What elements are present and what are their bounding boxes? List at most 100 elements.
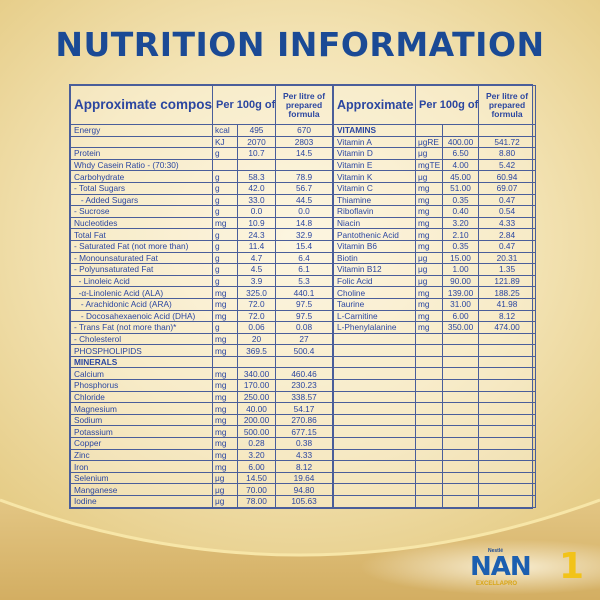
- unit: g: [212, 205, 238, 218]
- nutrient-name: Vitamin E: [333, 158, 417, 172]
- value-per-litre: 230.23: [275, 379, 334, 392]
- unit: mg: [415, 286, 444, 299]
- unit: KJ: [212, 135, 238, 149]
- value-per-100g: 10.9: [236, 216, 277, 230]
- value-per-litre: 440.1: [275, 286, 334, 299]
- table-row: - Added Sugars g 33.0 44.5: [70, 193, 334, 207]
- value-per-litre: 41.98: [478, 297, 537, 311]
- empty-cell: [415, 460, 444, 473]
- empty-cell: [478, 471, 537, 485]
- value-per-100g: [236, 355, 277, 369]
- value-per-litre: 5.42: [478, 158, 537, 172]
- value-per-litre: 14.8: [275, 216, 334, 230]
- table-row: Calcium mg 340.00 460.46: [70, 367, 334, 381]
- table-row: Selenium μg 14.50 19.64: [70, 471, 334, 485]
- empty-row: [333, 402, 537, 415]
- nutrient-name: Vitamin D: [333, 147, 417, 160]
- empty-cell: [333, 332, 417, 346]
- unit: μg: [212, 471, 238, 485]
- nutrient-name: Biotin: [333, 251, 417, 265]
- table-row: Chloride mg 250.00 338.57: [70, 390, 334, 404]
- unit: g: [212, 239, 238, 253]
- nutrient-name: Vitamin C: [333, 181, 417, 195]
- empty-cell: [333, 344, 417, 357]
- value-per-100g: 4.00: [442, 158, 480, 172]
- table-row: - Polyunsaturated Fat g 4.5 6.1: [70, 263, 334, 276]
- brand-sub: EXCELLAPRO: [476, 581, 518, 587]
- value-per-litre: 97.5: [275, 297, 334, 311]
- value-per-100g: 325.0: [236, 286, 277, 299]
- value-per-100g: 14.50: [236, 471, 277, 485]
- empty-cell: [415, 402, 444, 415]
- value-per-100g: 0.40: [442, 205, 480, 218]
- value-per-100g: 6.00: [442, 309, 480, 323]
- value-per-litre: 5.3: [275, 274, 334, 288]
- unit: mg: [212, 309, 238, 323]
- decorative-wave: [0, 490, 600, 600]
- value-per-100g: 200.00: [236, 413, 277, 427]
- empty-row: [333, 390, 537, 404]
- nutrient-name: Nucleotides: [70, 216, 213, 230]
- unit: mg: [415, 309, 444, 323]
- value-per-100g: 42.0: [236, 181, 277, 195]
- empty-row: [333, 413, 537, 427]
- unit: mg: [212, 460, 238, 473]
- nutrient-name: Energy: [70, 124, 213, 137]
- brand-name: NAN: [470, 552, 532, 582]
- empty-cell: [442, 437, 480, 450]
- table-row: Taurine mg 31.00 41.98: [333, 297, 537, 311]
- nutrient-name: Folic Acid: [333, 274, 417, 288]
- unit: g: [212, 147, 238, 160]
- unit: mg: [415, 193, 444, 207]
- empty-row: [333, 448, 537, 462]
- value-per-litre: 8.12: [478, 309, 537, 323]
- nutrient-name: Vitamin K: [333, 170, 417, 183]
- table-row: KJ 2070 2803: [70, 135, 334, 149]
- table-row: Phosphorus mg 170.00 230.23: [70, 379, 334, 392]
- unit: mg: [212, 297, 238, 311]
- nutrient-name: - Linoleic Acid: [70, 274, 213, 288]
- empty-cell: [415, 390, 444, 404]
- table-row: Biotin μg 15.00 20.31: [333, 251, 537, 265]
- nutrient-name: PHOSPHOLIPIDS: [70, 344, 213, 357]
- header-per-100g: Per 100g of powder: [211, 85, 277, 125]
- value-per-litre: 474.00: [478, 321, 537, 334]
- empty-row: [333, 425, 537, 439]
- value-per-100g: 3.9: [236, 274, 277, 288]
- empty-cell: [442, 471, 480, 485]
- empty-cell: [478, 332, 537, 346]
- nutrient-name: Total Fat: [70, 228, 213, 241]
- header-per-litre: Per litre of prepared formula: [275, 85, 334, 125]
- table-row: Magnesium mg 40.00 54.17: [70, 402, 334, 415]
- value-per-litre: 78.9: [275, 170, 334, 183]
- value-per-100g: 3.20: [442, 216, 480, 230]
- empty-cell: [478, 367, 537, 381]
- empty-cell: [442, 390, 480, 404]
- empty-cell: [333, 367, 417, 381]
- unit: mg: [415, 297, 444, 311]
- value-per-100g: 350.00: [442, 321, 480, 334]
- value-per-litre: 19.64: [275, 471, 334, 485]
- table-row: Iron mg 6.00 8.12: [70, 460, 334, 473]
- empty-row: [333, 379, 537, 392]
- nutrient-name: - Saturated Fat (not more than): [70, 239, 213, 253]
- nutrient-name: - Cholesterol: [70, 332, 213, 346]
- value-per-100g: 369.5: [236, 344, 277, 357]
- empty-cell: [442, 379, 480, 392]
- value-per-litre: 60.94: [478, 170, 537, 183]
- nutrient-name: Whdy Casein Ratio - (70:30): [70, 158, 213, 172]
- value-per-100g: 31.00: [442, 297, 480, 311]
- table-row: MINERALS: [70, 355, 334, 369]
- header-per-100g: Per 100g of powder: [415, 85, 480, 125]
- value-per-litre: [275, 355, 334, 369]
- empty-cell: [442, 367, 480, 381]
- nutrient-name: Potassium: [70, 425, 213, 439]
- unit: mg: [415, 181, 444, 195]
- value-per-litre: [478, 124, 537, 137]
- table-row: L-Carnitine mg 6.00 8.12: [333, 309, 537, 323]
- table-row: Vitamin B12 μg 1.00 1.35: [333, 263, 537, 276]
